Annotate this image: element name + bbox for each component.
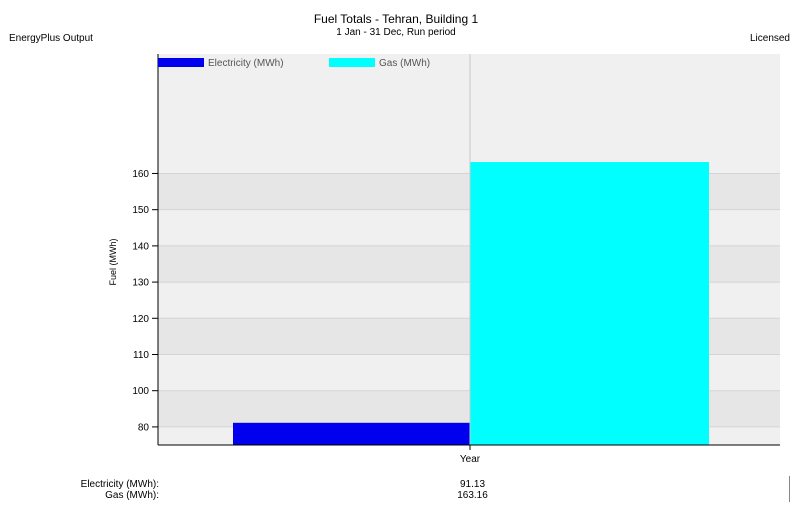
- x-axis-label: Year: [460, 454, 481, 465]
- y-tick-label: 120: [132, 314, 149, 325]
- footer-gas-value: 163.16: [457, 490, 488, 501]
- legend-swatch-1: [329, 58, 375, 67]
- legend-entry-1: Gas (MWh): [379, 58, 430, 69]
- y-tick-label: 150: [132, 205, 149, 216]
- chart-title: Fuel Totals - Tehran, Building 1: [313, 12, 479, 26]
- footer-electricity-label: Electricity (MWh):: [80, 479, 159, 490]
- bar-electricity: [233, 422, 470, 445]
- y-tick-label: 130: [132, 278, 149, 289]
- y-tick-label: 160: [132, 169, 149, 180]
- fuel-totals-chart: 80 100 110 120 130 140 150 160 Year Fuel (MWh) Ele…: [108, 54, 780, 465]
- legend-entry-0: Electricity (MWh): [208, 58, 284, 69]
- y-axis-label: Fuel (MWh): [108, 238, 118, 285]
- legend-swatch-0: [158, 58, 204, 67]
- footer-gas-label: Gas (MWh):: [105, 490, 159, 501]
- chart-subtitle: 1 Jan - 31 Dec, Run period: [336, 27, 456, 38]
- y-tick-label: 110: [133, 350, 149, 361]
- footer-electricity-value: 91.13: [459, 479, 486, 490]
- y-tick-label: 140: [132, 241, 149, 252]
- header-left-label: EnergyPlus Output: [9, 33, 93, 44]
- bar-gas: [470, 162, 709, 445]
- footer-right-divider: [789, 476, 790, 502]
- y-tick-label: 100: [132, 386, 149, 397]
- y-tick-label: 80: [138, 422, 150, 433]
- header-right-label: Licensed: [749, 33, 790, 44]
